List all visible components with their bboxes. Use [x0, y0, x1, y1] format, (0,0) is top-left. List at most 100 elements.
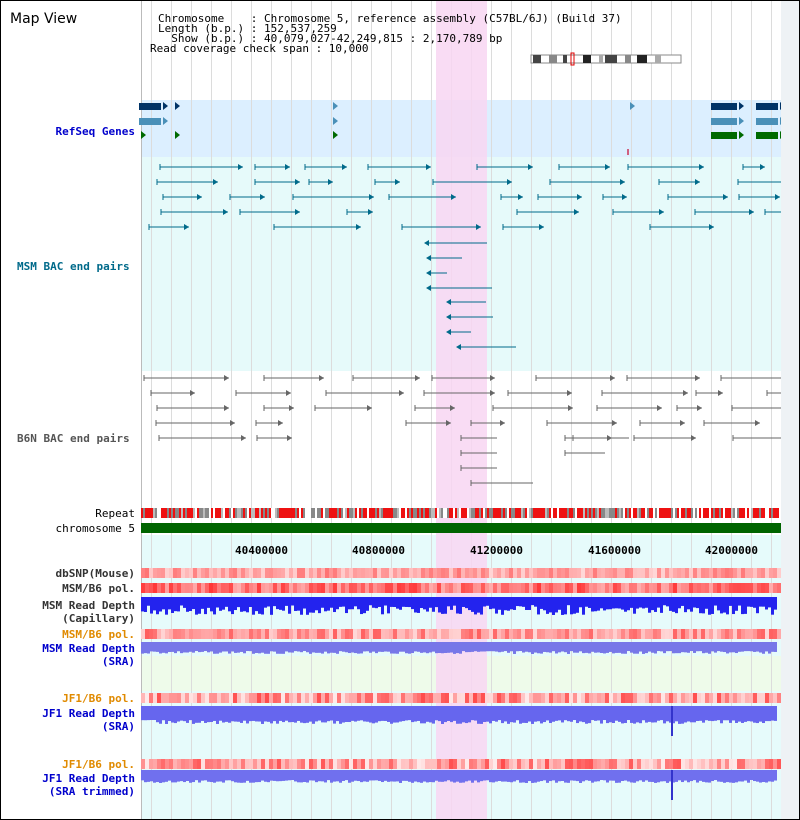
bac-pair-arrow[interactable]: [287, 435, 292, 441]
depth-bar[interactable]: [426, 597, 429, 612]
depth-bar[interactable]: [534, 642, 537, 653]
depth-bar[interactable]: [354, 597, 357, 607]
bac-pair-arrow[interactable]: [415, 375, 420, 381]
depth-bar[interactable]: [684, 706, 687, 723]
depth-bar[interactable]: [297, 770, 300, 783]
depth-bar[interactable]: [375, 597, 378, 609]
depth-bar[interactable]: [309, 597, 312, 613]
depth-bar[interactable]: [426, 706, 429, 722]
depth-bar[interactable]: [645, 642, 648, 654]
depth-bar[interactable]: [324, 597, 327, 612]
depth-bar[interactable]: [483, 597, 486, 607]
depth-bar[interactable]: [741, 642, 744, 652]
depth-bar[interactable]: [291, 770, 294, 781]
bac-pair-arrow[interactable]: [775, 194, 780, 200]
depth-bar[interactable]: [324, 770, 327, 783]
depth-bar[interactable]: [693, 770, 696, 781]
depth-bar[interactable]: [207, 642, 210, 653]
depth-bar[interactable]: [618, 597, 621, 609]
depth-bar[interactable]: [336, 770, 339, 782]
depth-bar[interactable]: [708, 706, 711, 721]
selected-region-highlight[interactable]: [436, 1, 487, 819]
depth-bar[interactable]: [567, 770, 570, 783]
depth-bar[interactable]: [237, 642, 240, 653]
depth-bar[interactable]: [210, 770, 213, 783]
depth-bar[interactable]: [456, 642, 459, 654]
depth-bar[interactable]: [738, 597, 741, 606]
depth-bar[interactable]: [702, 770, 705, 782]
depth-bar[interactable]: [162, 597, 165, 610]
depth-bar[interactable]: [696, 706, 699, 722]
depth-bar[interactable]: [660, 770, 663, 782]
depth-bar[interactable]: [546, 597, 549, 614]
depth-bar[interactable]: [651, 597, 654, 611]
depth-bar[interactable]: [483, 770, 486, 781]
depth-bar[interactable]: [624, 770, 627, 781]
depth-bar[interactable]: [213, 770, 216, 783]
depth-bar[interactable]: [708, 642, 711, 654]
depth-bar[interactable]: [210, 706, 213, 723]
depth-bar[interactable]: [519, 597, 522, 607]
bac-pair-arrow[interactable]: [695, 375, 700, 381]
depth-bar[interactable]: [279, 642, 282, 654]
depth-bar[interactable]: [204, 706, 207, 723]
depth-bar[interactable]: [171, 597, 174, 613]
depth-bar[interactable]: [417, 642, 420, 652]
depth-bar[interactable]: [750, 642, 753, 652]
depth-bar[interactable]: [720, 706, 723, 724]
gene-strand-arrow[interactable]: [739, 102, 744, 110]
depth-bar[interactable]: [435, 770, 438, 781]
depth-bar[interactable]: [438, 642, 441, 654]
depth-bar[interactable]: [567, 597, 570, 606]
depth-bar[interactable]: [177, 706, 180, 722]
depth-bar[interactable]: [468, 642, 471, 653]
depth-bar[interactable]: [390, 597, 393, 607]
depth-bar[interactable]: [687, 770, 690, 783]
depth-bar[interactable]: [318, 597, 321, 614]
depth-bar[interactable]: [231, 597, 234, 615]
depth-bar[interactable]: [396, 770, 399, 782]
msm-pair-arrow[interactable]: [426, 255, 431, 261]
depth-bar[interactable]: [744, 770, 747, 781]
gene-strand-arrow[interactable]: [333, 102, 338, 110]
depth-bar[interactable]: [681, 770, 684, 783]
depth-bar[interactable]: [468, 706, 471, 723]
gene-strand-arrow[interactable]: [333, 131, 338, 139]
bac-pair-arrow[interactable]: [695, 179, 700, 185]
depth-bar[interactable]: [672, 770, 675, 783]
depth-spike[interactable]: [671, 770, 673, 800]
gene-strand-arrow[interactable]: [141, 131, 146, 139]
depth-bar[interactable]: [297, 706, 300, 721]
depth-bar[interactable]: [336, 597, 339, 610]
depth-bar[interactable]: [729, 642, 732, 653]
depth-bar[interactable]: [411, 770, 414, 783]
depth-bar[interactable]: [489, 597, 492, 610]
depth-bar[interactable]: [393, 642, 396, 654]
depth-bar[interactable]: [273, 770, 276, 781]
depth-bar[interactable]: [168, 706, 171, 722]
bac-pair-arrow[interactable]: [612, 420, 617, 426]
depth-bar[interactable]: [759, 642, 762, 653]
bac-pair-arrow[interactable]: [395, 179, 400, 185]
depth-bar[interactable]: [729, 706, 732, 723]
depth-bar[interactable]: [258, 642, 261, 654]
depth-bar[interactable]: [366, 770, 369, 782]
bac-pair-arrow[interactable]: [446, 420, 451, 426]
depth-bar[interactable]: [249, 706, 252, 722]
depth-bar[interactable]: [381, 642, 384, 652]
depth-bar[interactable]: [648, 642, 651, 652]
depth-bar[interactable]: [396, 597, 399, 609]
depth-bar[interactable]: [279, 770, 282, 782]
depth-bar[interactable]: [210, 642, 213, 652]
depth-bar[interactable]: [612, 706, 615, 724]
depth-bar[interactable]: [141, 770, 144, 781]
depth-bar[interactable]: [534, 706, 537, 722]
depth-bar[interactable]: [537, 642, 540, 654]
depth-bar[interactable]: [243, 642, 246, 654]
depth-bar[interactable]: [561, 706, 564, 723]
depth-bar[interactable]: [279, 597, 282, 610]
depth-bar[interactable]: [723, 597, 726, 613]
depth-bar[interactable]: [654, 642, 657, 654]
depth-bar[interactable]: [504, 706, 507, 722]
depth-bar[interactable]: [489, 706, 492, 724]
